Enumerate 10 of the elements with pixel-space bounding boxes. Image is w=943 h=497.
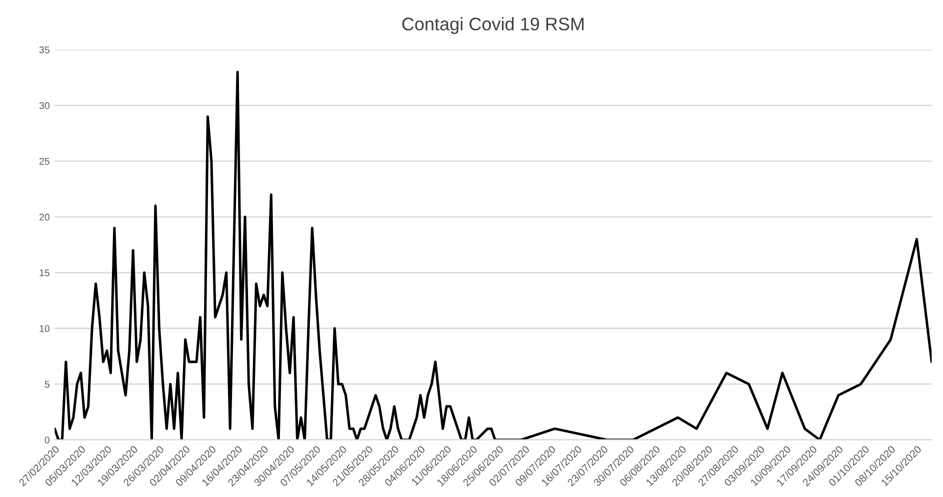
y-tick-label: 0 [44, 436, 50, 444]
y-tick-label: 5 [44, 380, 50, 388]
line-series [54, 70, 932, 440]
y-tick-label: 20 [40, 214, 50, 221]
y-tick-label: 30 [39, 102, 50, 110]
y-tick-label: 15 [40, 269, 50, 276]
y-tick-label: 35 [39, 46, 50, 54]
y-tick-label: 10 [40, 325, 50, 332]
chart-title: Contagi Covid 19 RSM [402, 17, 584, 34]
y-tick-label: 25 [40, 158, 50, 165]
